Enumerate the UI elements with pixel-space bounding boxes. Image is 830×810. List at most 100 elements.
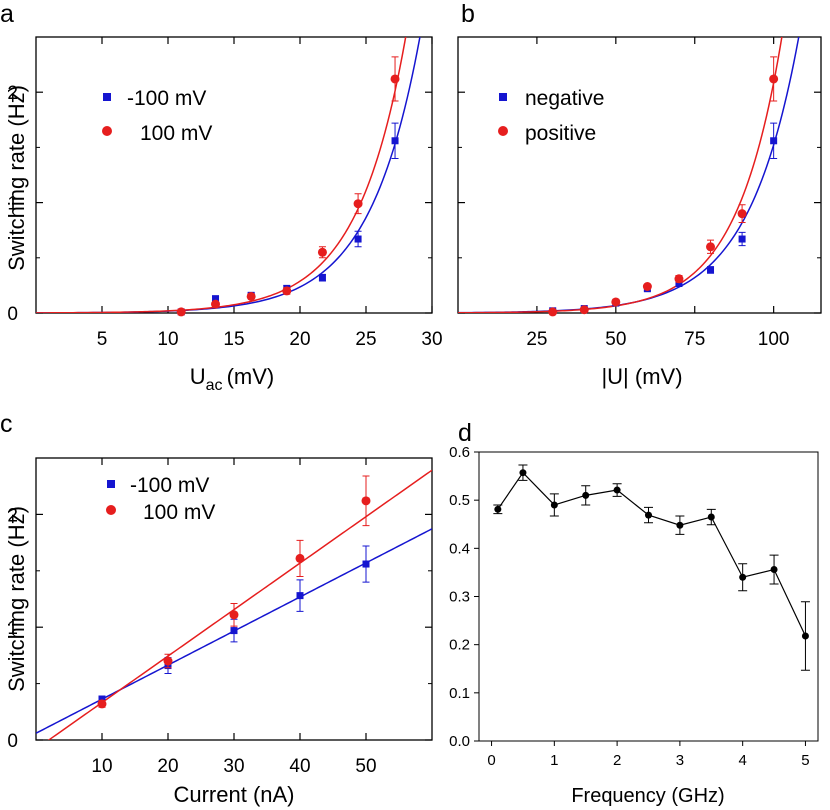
y-tick-label-d-4: 0.4 [449, 540, 470, 557]
data-point-b-1-0 [548, 307, 558, 317]
legend-label-a-1: 100 mV [140, 122, 212, 145]
x-tick-label-a-1: 10 [157, 329, 178, 350]
ylabel-c: Switching rate (Hz) [4, 506, 29, 692]
connecting-line-d [497, 471, 806, 637]
data-point-c-1-2 [229, 610, 239, 620]
xlabel-a: Uac (mV) [190, 364, 274, 394]
legend-c: -100 mV 100 mV [106, 474, 215, 524]
data-point-a-1-0 [176, 307, 186, 317]
legend-label-b-1: positive [525, 122, 596, 145]
y-tick-label-d-6: 0.6 [449, 444, 470, 461]
xlabel-c: Current (nA) [173, 782, 294, 807]
data-point-b-1-5 [706, 242, 716, 252]
data-point-d-0-10 [801, 632, 809, 640]
data-point-a-1-5 [353, 199, 363, 209]
panel-d: d 0 1 2 3 4 5 0.0 0.1 0.2 0.3 0.4 0.5 0.6 Frequency … [449, 419, 819, 807]
data-point-c-1-1 [163, 656, 173, 666]
y-tick-label-d-0: 0.0 [449, 733, 470, 750]
panel-b: b 25 50 75 100 |U| (mV) negative positive [457, 0, 822, 389]
xlabel-d: Frequency (GHz) [571, 785, 724, 807]
data-point-a-1-4 [317, 247, 327, 257]
axis-ticks-c [36, 457, 432, 741]
panel-letter-a: a [0, 0, 14, 28]
tick-labels-d: 0 1 2 3 4 5 0.0 0.1 0.2 0.3 0.4 0.5 0.6 [449, 444, 809, 769]
x-tick-label-d-1: 1 [550, 752, 558, 769]
data-point-b-0-6 [738, 235, 746, 243]
x-tick-label-c-3: 40 [289, 756, 310, 777]
tick-labels-a: 5 10 15 20 25 30 0 1 2 [7, 83, 442, 350]
y-tick-label-a-0: 0 [7, 304, 18, 325]
x-tick-label-a-5: 30 [421, 329, 442, 350]
legend-label-c-0: -100 mV [130, 474, 209, 497]
data-point-a-1-1 [211, 299, 221, 309]
ylabel-a: Switching rate (Hz) [4, 85, 29, 271]
data-points-c [97, 475, 371, 709]
plot-frame-d [478, 451, 819, 742]
x-tick-label-b-0: 25 [526, 329, 547, 350]
panel-a: a 5 10 15 20 25 30 0 1 2 Switching rate (Hz) Uac… [0, 0, 443, 394]
data-point-c-0-4 [362, 560, 370, 568]
series-line-d [497, 471, 806, 637]
legend-label-c-1: 100 mV [143, 501, 215, 524]
plot-frame-c [35, 457, 433, 741]
data-point-d-0-5 [645, 511, 652, 519]
panel-c: c 10 20 30 40 50 0 1 2 Switching rate (Hz) Curr… [0, 410, 433, 807]
x-tick-label-a-0: 5 [97, 329, 108, 350]
data-points-d [493, 464, 810, 671]
x-tick-label-a-4: 25 [355, 329, 376, 350]
y-tick-label-c-2: 2 [7, 505, 18, 526]
legend-marker-a-0 [103, 93, 111, 101]
x-tick-label-b-1: 50 [605, 329, 626, 350]
data-point-b-1-3 [642, 282, 652, 292]
data-point-d-0-7 [707, 513, 715, 521]
panel-letter-c: c [0, 410, 13, 438]
data-points-a [176, 56, 400, 317]
data-point-c-0-2 [230, 627, 238, 635]
x-tick-label-d-0: 0 [487, 752, 495, 769]
data-point-d-0-4 [613, 486, 621, 494]
data-point-a-1-6 [390, 74, 400, 84]
x-tick-label-a-3: 20 [289, 329, 310, 350]
data-point-b-1-6 [737, 209, 747, 219]
x-tick-label-d-4: 4 [738, 752, 746, 769]
data-point-a-1-2 [246, 291, 256, 301]
data-point-d-0-6 [676, 521, 684, 529]
fit-curves-b [458, 37, 800, 313]
axis-ticks-b [458, 36, 821, 314]
data-point-b-1-1 [579, 305, 589, 315]
legend-b: negative positive [498, 87, 604, 145]
x-tick-label-c-2: 30 [223, 756, 244, 777]
data-point-a-0-1 [212, 295, 220, 303]
x-tick-label-d-2: 2 [613, 752, 621, 769]
y-tick-label-a-2: 2 [7, 83, 18, 104]
data-point-b-1-7 [769, 74, 779, 84]
legend-a: -100 mV 100 mV [102, 87, 212, 145]
plot-frame-b [457, 36, 822, 314]
y-tick-label-c-0: 0 [7, 731, 18, 752]
y-tick-label-d-3: 0.3 [449, 589, 470, 606]
data-point-c-1-4 [361, 496, 371, 506]
xlabel-b: |U| (mV) [601, 364, 682, 389]
fit-line-b-0 [458, 37, 800, 313]
data-point-b-0-7 [770, 137, 778, 145]
plot-frame-a [35, 36, 433, 314]
legend-marker-a-1 [102, 126, 112, 136]
data-point-c-1-0 [97, 699, 107, 709]
axis-ticks-d [474, 451, 806, 746]
data-point-a-0-5 [354, 235, 362, 243]
data-points-b [548, 56, 779, 317]
data-point-b-1-4 [674, 274, 684, 284]
legend-marker-b-1 [498, 126, 508, 136]
data-point-a-0-6 [391, 137, 399, 145]
y-tick-label-c-1: 1 [7, 618, 18, 639]
legend-label-b-0: negative [525, 87, 604, 110]
y-tick-label-d-1: 0.1 [449, 685, 470, 702]
x-tick-label-d-5: 5 [801, 752, 809, 769]
x-tick-label-b-3: 100 [758, 329, 790, 350]
data-point-c-0-3 [296, 592, 304, 600]
y-tick-label-d-2: 0.2 [449, 637, 470, 654]
fit-line-a-1 [36, 37, 407, 313]
data-point-d-0-8 [739, 573, 747, 581]
data-point-b-0-5 [707, 266, 715, 274]
fit-line-a-0 [36, 37, 421, 313]
